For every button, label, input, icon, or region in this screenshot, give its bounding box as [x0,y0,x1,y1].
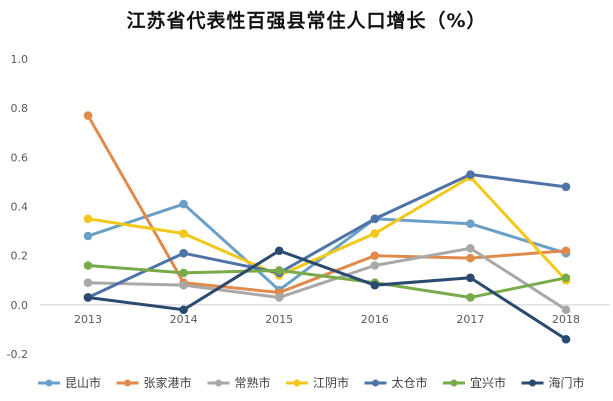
legend-label: 常熟市 [235,375,271,390]
x-tick-label: 2017 [456,313,484,326]
legend-marker [372,379,379,387]
data-point [561,246,571,256]
legend-item: 江阴市 [286,375,349,390]
data-point [179,199,188,209]
legend-item: 昆山市 [38,375,101,390]
legend-marker [293,379,301,387]
legend-label: 江阴市 [313,375,349,390]
y-tick-label: 0.0 [11,299,29,312]
series-line [86,173,568,299]
legend-item: 海门市 [521,375,585,390]
data-point [83,111,93,120]
y-tick-label: -0.2 [7,348,28,361]
axes-layer: -0.2 0.0 0.2 0.4 0.6 0.8 1.0 2013 2014 2015 2016 20… [7,53,610,361]
legend-item: 张家港市 [116,375,192,390]
data-point [466,170,475,179]
data-point [561,334,571,344]
x-tick-label: 2013 [74,313,102,326]
series-海门市 [83,246,571,344]
data-point [370,261,380,270]
data-point [466,219,475,229]
data-point [370,280,380,290]
series-line [86,264,568,299]
series-太仓市 [83,170,571,302]
data-point [179,305,188,315]
y-tick-label: 0.8 [11,102,29,115]
y-tick-label: 0.4 [11,201,29,214]
data-point [561,182,571,192]
x-tick-label: 2014 [170,313,198,326]
series-layer [83,111,571,344]
data-point [561,273,571,283]
data-point [179,280,188,290]
y-tick-label: 1.0 [11,53,29,66]
data-point [466,293,475,302]
legend-marker [215,379,222,387]
legend-item: 常熟市 [207,375,271,390]
series-line [86,175,568,282]
data-point [179,248,188,258]
data-point [466,243,475,253]
data-point [466,273,475,283]
legend-marker [529,379,536,387]
series-line [86,249,568,341]
x-tick-label: 2018 [552,313,580,326]
y-tick-label: 0.2 [11,250,29,263]
data-point [370,251,380,260]
data-point [179,268,188,278]
series-line [86,246,568,312]
data-point [274,293,284,302]
data-point [83,261,93,270]
data-point [466,253,475,263]
legend-label: 宜兴市 [470,375,506,390]
legend-item: 太仓市 [364,375,428,390]
legend-layer: 昆山市 张家港市 常熟市 江阴市 太仓市 宜兴市 海门市 [38,375,585,390]
x-tick-label: 2016 [361,313,389,326]
data-point [83,293,93,302]
data-point [83,231,93,241]
data-point [274,266,284,275]
legend-label: 昆山市 [65,375,101,390]
data-point [83,214,93,224]
data-point [370,214,380,224]
data-point [561,305,571,315]
legend-marker [450,379,458,387]
legend-label: 太仓市 [392,375,428,390]
chart-title: 江苏省代表性百强县常住人口增长（%） [126,10,487,32]
legend-label: 张家港市 [144,375,192,390]
legend-label: 海门市 [549,375,585,390]
data-point [179,229,188,238]
series-常熟市 [83,243,571,315]
data-point [370,229,380,238]
data-point [274,246,284,256]
y-tick-label: 0.6 [11,151,29,164]
x-tick-label: 2015 [265,313,293,326]
legend-item: 宜兴市 [443,375,506,390]
legend-marker [124,379,131,387]
legend-marker [45,379,53,387]
data-point [83,278,93,288]
